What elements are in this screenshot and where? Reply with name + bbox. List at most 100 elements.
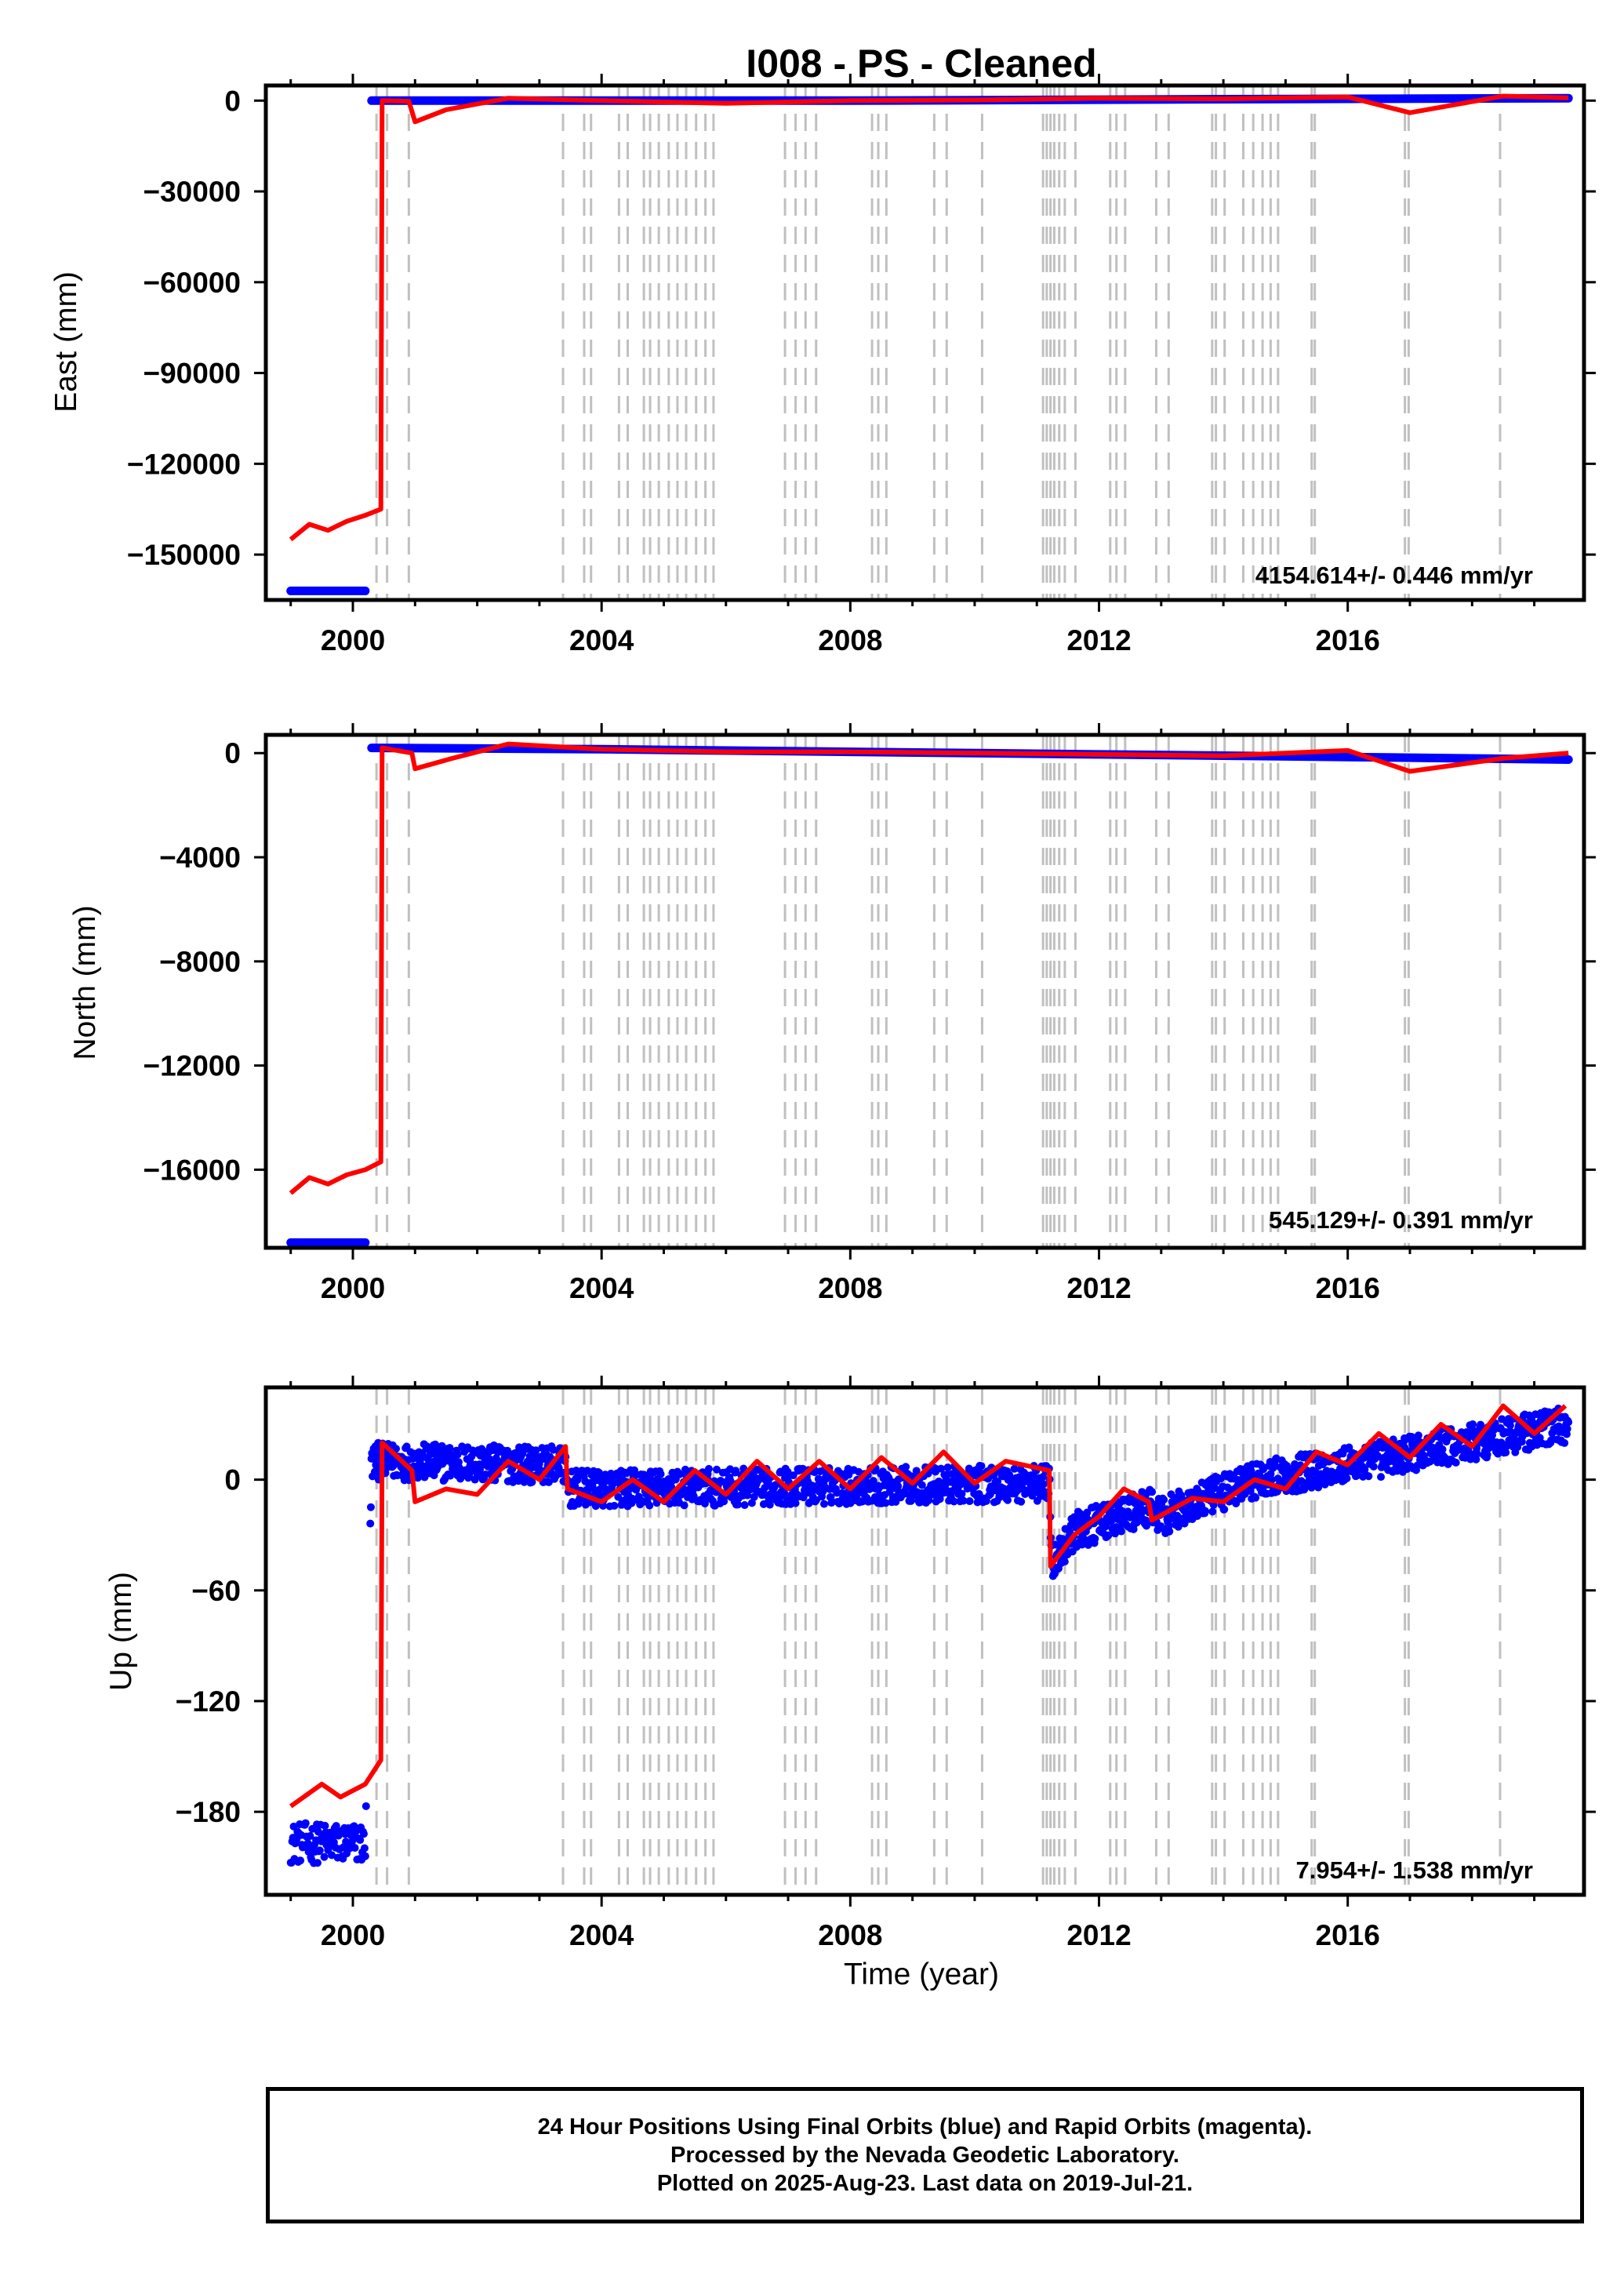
data-point: [431, 1440, 439, 1449]
y-tick-label: 0: [224, 737, 241, 769]
data-point: [313, 1859, 322, 1867]
data-point: [402, 1442, 411, 1451]
x-tick-label: 2012: [1066, 624, 1131, 656]
panel-north: 2000 2004 2008 2012 2016 0 −4000 −8000 −12000 −16…: [68, 723, 1596, 1304]
footer-line-3: Plotted on 2025-Aug-23. Last data on 201…: [656, 2171, 1193, 2196]
data-point: [740, 1501, 749, 1510]
data-point: [957, 1489, 966, 1498]
data-point: [332, 1822, 340, 1831]
x-tick-label: 2016: [1316, 1272, 1380, 1304]
data-point: [645, 1501, 654, 1510]
data-point: [1369, 1462, 1378, 1471]
x-tick-label: 2000: [321, 1272, 385, 1304]
data-point: [610, 1501, 619, 1510]
data-point: [791, 1499, 800, 1507]
data-point: [1039, 1480, 1048, 1489]
data-point: [1554, 1422, 1563, 1431]
plot-area-north: [286, 735, 1573, 1248]
footer-line-2: Processed by the Nevada Geodetic Laborat…: [670, 2143, 1179, 2168]
data-point: [1000, 1485, 1008, 1493]
y-tick-label: −4000: [159, 842, 241, 874]
data-point: [366, 1519, 375, 1528]
x-tick-label: 2012: [1066, 1272, 1131, 1304]
data-point: [892, 1497, 900, 1506]
x-tick-label: 2012: [1066, 1919, 1131, 1951]
data-point: [734, 1500, 743, 1509]
data-point: [1267, 1475, 1276, 1484]
y-tick-label: −120000: [127, 448, 241, 480]
data-point: [1560, 1438, 1569, 1447]
data-point: [936, 1495, 944, 1503]
data-point: [453, 1450, 462, 1459]
x-tick-label: 2004: [569, 624, 634, 656]
rate-label-east: 4154.614+/- 0.446 mm/yr: [1255, 562, 1533, 589]
x-tick-label: 2008: [818, 1272, 882, 1304]
data-point: [881, 1499, 890, 1507]
data-point: [1117, 1527, 1125, 1536]
y-tick-label: −90000: [144, 358, 242, 390]
data-point: [819, 1500, 828, 1508]
x-axis-label: Time (year): [844, 1958, 999, 1991]
data-point: [1483, 1450, 1491, 1459]
ylabel-up: Up (mm): [104, 1572, 138, 1691]
data-point: [959, 1496, 968, 1505]
data-point: [1013, 1486, 1022, 1495]
panel-up: 2000 2004 2008 2012 2016 0 −60 −120 −180 Up (mm)…: [104, 1376, 1596, 1951]
data-point: [747, 1499, 756, 1507]
data-point: [704, 1464, 713, 1473]
data-point: [306, 1832, 314, 1841]
data-point: [1004, 1496, 1012, 1504]
y-tick-label: −60: [191, 1575, 241, 1607]
plot-area-up: [286, 1387, 1573, 1895]
data-point: [296, 1856, 305, 1865]
data-point: [700, 1500, 709, 1508]
data-point: [1076, 1510, 1084, 1518]
data-point: [1148, 1488, 1157, 1496]
data-point: [360, 1844, 369, 1852]
x-tick-label: 2016: [1316, 624, 1380, 656]
data-point: [1374, 1452, 1382, 1461]
x-tick-label: 2008: [818, 624, 882, 656]
data-point: [965, 1497, 974, 1506]
model-fit-line: [289, 93, 1569, 542]
rate-label-north: 545.129+/- 0.391 mm/yr: [1269, 1206, 1533, 1234]
data-point: [361, 1802, 370, 1810]
data-point: [1201, 1507, 1209, 1515]
y-tick-label: −12000: [144, 1050, 242, 1082]
data-point: [765, 1500, 774, 1509]
data-point: [528, 1478, 536, 1486]
data-point: [359, 1830, 368, 1838]
data-point: [732, 1467, 740, 1475]
data-point: [445, 1444, 454, 1452]
data-point: [532, 1446, 540, 1455]
data-point: [320, 1852, 329, 1861]
model-fit-line: [289, 741, 1569, 1195]
plot-frame: [263, 83, 1586, 602]
y-tick-label: −120: [176, 1685, 241, 1718]
x-tick-label: 2000: [321, 1919, 385, 1951]
y-tick-label: −150000: [127, 539, 241, 571]
final-orbits-series: [286, 1404, 1573, 1867]
data-point: [943, 1463, 952, 1471]
data-point: [743, 1491, 752, 1500]
data-point: [994, 1477, 1002, 1485]
ylabel-east: East (mm): [49, 271, 83, 413]
data-point: [1342, 1474, 1351, 1483]
data-point: [1377, 1473, 1386, 1482]
x-tick-label: 2004: [569, 1919, 634, 1951]
x-tick-label: 2000: [321, 624, 385, 656]
footer-line-1: 24 Hour Positions Using Final Orbits (bl…: [537, 2114, 1313, 2140]
data-point: [812, 1496, 820, 1504]
y-tick-label: −60000: [144, 267, 242, 299]
data-point: [675, 1470, 684, 1478]
data-point: [1469, 1420, 1477, 1429]
data-point: [1438, 1445, 1447, 1453]
ylabel-north: North (mm): [68, 905, 102, 1060]
data-point: [1165, 1527, 1174, 1536]
data-point: [321, 1821, 329, 1830]
data-point: [1143, 1522, 1151, 1530]
data-point: [1017, 1497, 1026, 1506]
data-point: [1252, 1493, 1260, 1502]
data-point: [1414, 1431, 1422, 1440]
